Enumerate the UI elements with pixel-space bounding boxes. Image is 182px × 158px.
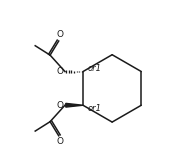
Text: or1: or1 bbox=[88, 103, 102, 112]
Text: O: O bbox=[56, 137, 64, 146]
Polygon shape bbox=[66, 103, 83, 107]
Text: O: O bbox=[56, 30, 64, 40]
Text: O: O bbox=[56, 101, 63, 110]
Text: O: O bbox=[56, 67, 63, 76]
Text: or1: or1 bbox=[88, 64, 102, 73]
